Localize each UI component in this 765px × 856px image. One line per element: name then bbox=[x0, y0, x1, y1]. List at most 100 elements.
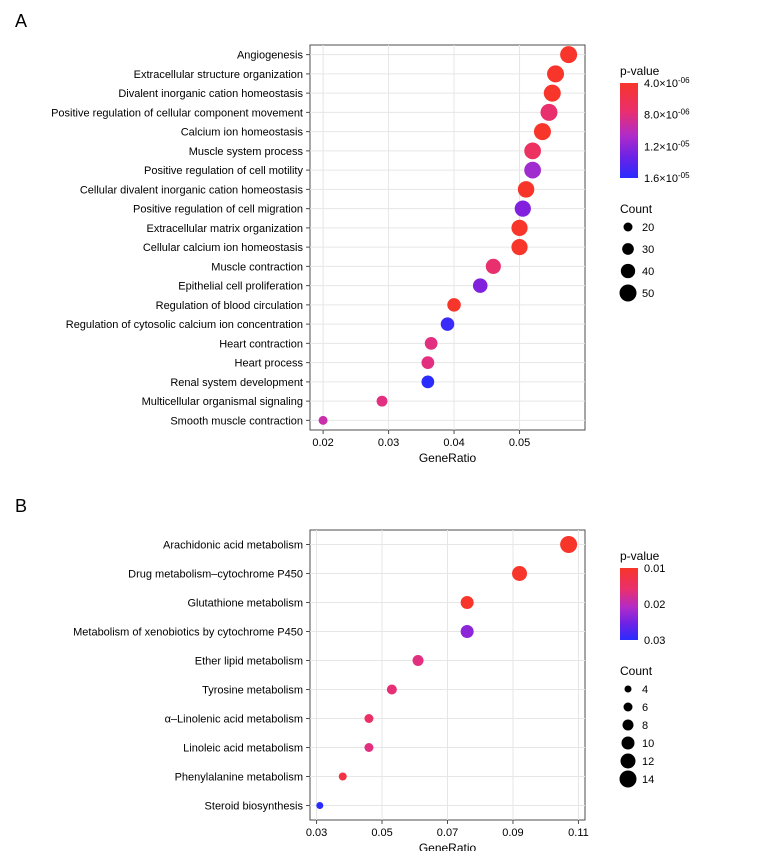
category-label: Ether lipid metabolism bbox=[195, 656, 303, 668]
data-point bbox=[447, 298, 461, 312]
category-label: Divalent inorganic cation homeostasis bbox=[118, 88, 303, 100]
category-label: Heart contraction bbox=[219, 338, 303, 350]
legend-count-label: 20 bbox=[642, 222, 654, 234]
data-point bbox=[524, 162, 541, 179]
x-axis-label: GeneRatio bbox=[419, 451, 477, 465]
x-tick-label: 0.03 bbox=[306, 827, 327, 839]
legend-count-label: 30 bbox=[642, 244, 654, 256]
data-point bbox=[421, 356, 434, 369]
data-point bbox=[364, 714, 373, 723]
legend-count-label: 14 bbox=[642, 774, 654, 786]
legend-count-dot bbox=[620, 771, 637, 788]
data-point bbox=[486, 259, 501, 274]
legend-title-pvalue: p-value bbox=[620, 549, 660, 563]
category-label: Cellular calcium ion homeostasis bbox=[143, 242, 304, 254]
data-point bbox=[441, 317, 455, 331]
data-point bbox=[364, 743, 373, 752]
data-point bbox=[511, 239, 527, 255]
data-point bbox=[511, 220, 527, 236]
category-label: Linoleic acid metabolism bbox=[183, 743, 303, 755]
data-point bbox=[524, 143, 541, 160]
data-point bbox=[473, 278, 488, 293]
legend-title-pvalue: p-value bbox=[620, 64, 660, 78]
category-label: Muscle contraction bbox=[211, 261, 303, 273]
x-axis-label: GeneRatio bbox=[419, 841, 477, 851]
colorbar-tick-label: 0.01 bbox=[644, 563, 665, 575]
legend-count-dot bbox=[622, 737, 635, 750]
data-point bbox=[377, 396, 388, 407]
legend-count-dot bbox=[625, 686, 632, 693]
data-point bbox=[316, 802, 323, 809]
x-tick-label: 0.05 bbox=[509, 437, 530, 449]
x-tick-label: 0.02 bbox=[312, 437, 333, 449]
legend-count-dot bbox=[621, 754, 636, 769]
category-label: Regulation of blood circulation bbox=[156, 300, 303, 312]
panel-label: B bbox=[15, 496, 27, 516]
data-point bbox=[425, 337, 438, 350]
data-point bbox=[547, 65, 564, 82]
colorbar-tick-label: 8.0×10-06 bbox=[644, 107, 690, 122]
colorbar bbox=[620, 83, 638, 178]
category-label: Epithelial cell proliferation bbox=[178, 281, 303, 293]
data-point bbox=[560, 46, 577, 63]
panel-label: A bbox=[15, 11, 27, 31]
category-label: Cellular divalent inorganic cation homeo… bbox=[80, 184, 304, 196]
category-label: Metabolism of xenobiotics by cytochrome … bbox=[73, 627, 303, 639]
data-point bbox=[421, 376, 434, 389]
legend-count-label: 8 bbox=[642, 720, 648, 732]
colorbar bbox=[620, 568, 638, 640]
x-tick-label: 0.04 bbox=[443, 437, 464, 449]
category-label: Steroid biosynthesis bbox=[205, 801, 304, 813]
legend-count-dot bbox=[622, 243, 634, 255]
legend-count-label: 12 bbox=[642, 756, 654, 768]
data-point bbox=[461, 625, 474, 638]
colorbar-tick-label: 0.02 bbox=[644, 599, 665, 611]
data-point bbox=[534, 123, 551, 140]
category-label: Calcium ion homeostasis bbox=[181, 127, 304, 139]
category-label: Phenylalanine metabolism bbox=[175, 772, 303, 784]
category-label: Glutathione metabolism bbox=[187, 598, 303, 610]
data-point bbox=[560, 536, 577, 553]
category-label: Positive regulation of cell migration bbox=[133, 204, 303, 216]
category-label: Extracellular matrix organization bbox=[146, 223, 303, 235]
category-label: Renal system development bbox=[170, 377, 303, 389]
x-tick-label: 0.11 bbox=[568, 827, 589, 839]
category-label: Angiogenesis bbox=[237, 50, 304, 62]
category-label: Arachidonic acid metabolism bbox=[163, 540, 303, 552]
plot-border bbox=[310, 45, 585, 430]
legend-count-dot bbox=[624, 703, 633, 712]
data-point bbox=[540, 104, 557, 121]
legend-count-dot bbox=[624, 223, 633, 232]
legend-count-label: 40 bbox=[642, 266, 654, 278]
category-label: Multicellular organismal signaling bbox=[142, 396, 303, 408]
category-label: Smooth muscle contraction bbox=[170, 415, 303, 427]
data-point bbox=[387, 685, 397, 695]
data-point bbox=[461, 596, 474, 609]
data-point bbox=[512, 566, 527, 581]
legend-count-dot bbox=[623, 720, 634, 731]
colorbar-tick-label: 4.0×10-06 bbox=[644, 76, 690, 91]
category-label: Extracellular structure organization bbox=[134, 69, 303, 81]
category-label: Regulation of cytosolic calcium ion conc… bbox=[66, 319, 303, 331]
category-label: Tyrosine metabolism bbox=[202, 685, 303, 697]
category-label: Heart process bbox=[235, 358, 304, 370]
colorbar-tick-label: 0.03 bbox=[644, 635, 665, 647]
data-point bbox=[413, 655, 424, 666]
data-point bbox=[518, 181, 534, 197]
legend-count-label: 50 bbox=[642, 288, 654, 300]
legend-count-label: 10 bbox=[642, 738, 654, 750]
x-tick-label: 0.07 bbox=[437, 827, 458, 839]
data-point bbox=[319, 416, 328, 425]
category-label: Positive regulation of cellular componen… bbox=[51, 107, 303, 119]
legend-title-count: Count bbox=[620, 202, 653, 216]
x-tick-label: 0.03 bbox=[378, 437, 399, 449]
legend-count-label: 6 bbox=[642, 702, 648, 714]
data-point bbox=[515, 201, 531, 217]
category-label: Muscle system process bbox=[189, 146, 304, 158]
data-point bbox=[544, 85, 561, 102]
legend-title-count: Count bbox=[620, 664, 653, 678]
x-tick-label: 0.05 bbox=[371, 827, 392, 839]
x-tick-label: 0.09 bbox=[502, 827, 523, 839]
category-label: Positive regulation of cell motility bbox=[144, 165, 303, 177]
category-label: α–Linolenic acid metabolism bbox=[165, 714, 303, 726]
